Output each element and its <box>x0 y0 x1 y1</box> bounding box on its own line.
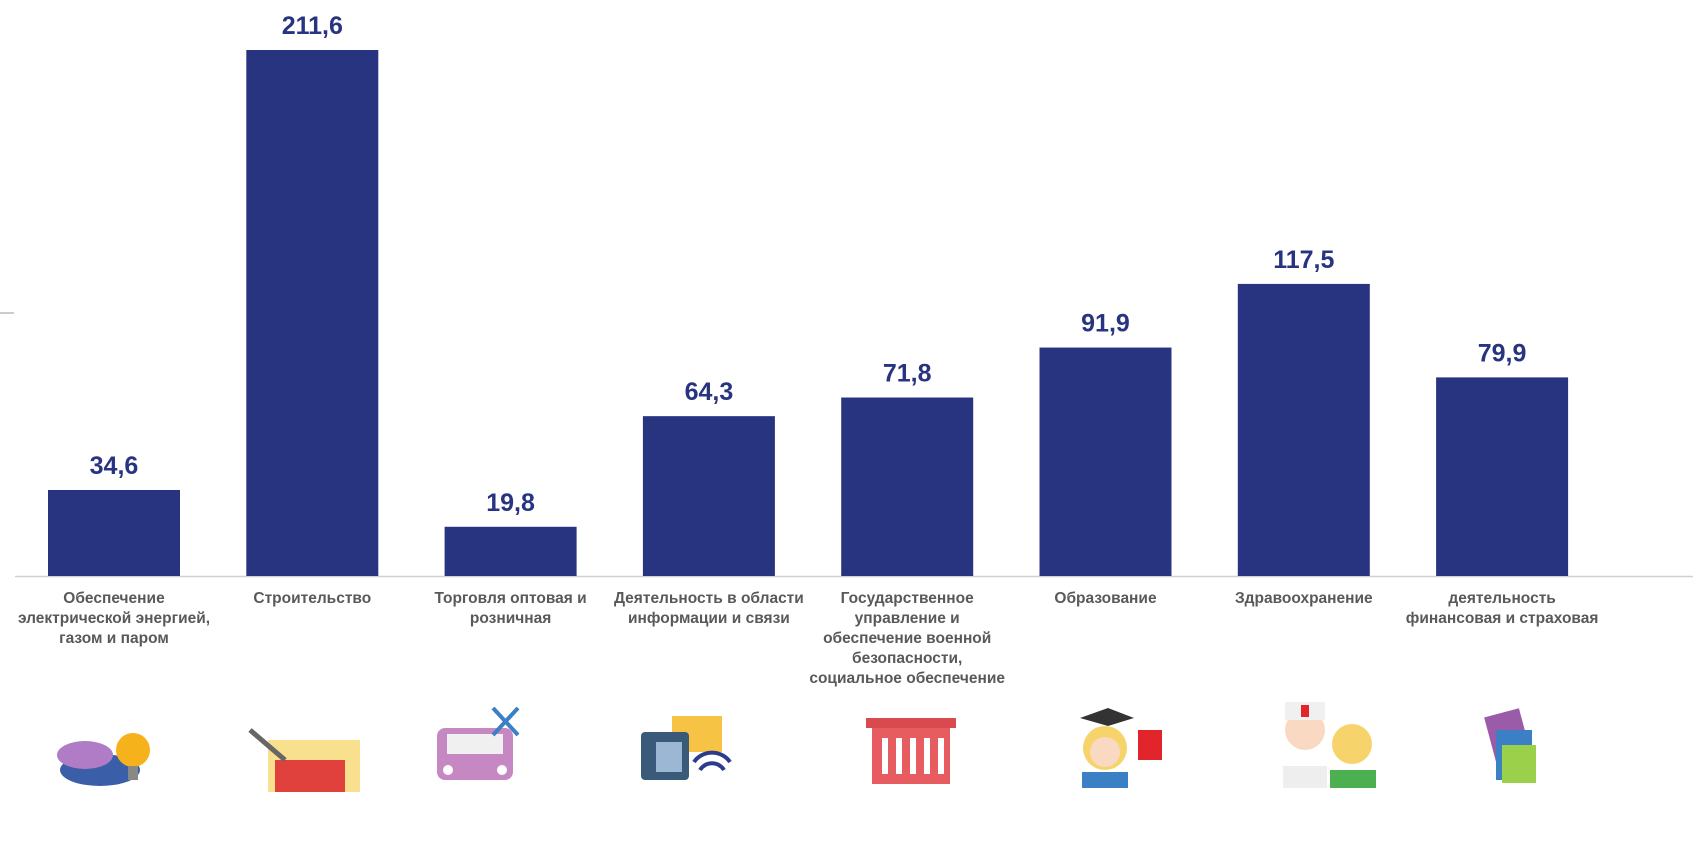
value-label: 64,3 <box>685 378 734 406</box>
chart: 34,6 211,6 19,8 64,3 71,8 91,9 117,5 79,9 Обесп… <box>0 0 1693 858</box>
x-tick-label: Государственное управление и обеспечение… <box>809 589 1005 689</box>
x-tick-label: Деятельность в области информации и связ… <box>611 589 807 629</box>
value-label: 34,6 <box>90 452 139 480</box>
value-label: 79,9 <box>1478 339 1527 367</box>
icon-trade <box>437 708 518 780</box>
x-tick-label: Обеспечение электрической энергией, газо… <box>16 589 212 649</box>
icon-finance <box>1484 708 1536 783</box>
bar <box>1436 377 1568 576</box>
bar <box>841 398 973 576</box>
icon-energy <box>57 733 150 786</box>
icon-education <box>1080 708 1162 788</box>
bar <box>445 527 577 576</box>
value-label: 211,6 <box>282 12 343 40</box>
x-tick-label: Образование <box>1008 589 1204 609</box>
x-tick-label: Торговля оптовая и розничная <box>413 589 609 629</box>
icon-health <box>1283 702 1376 788</box>
bar <box>1238 284 1370 576</box>
chart-canvas: 34,6 211,6 19,8 64,3 71,8 91,9 117,5 79,9 <box>0 0 1693 858</box>
bar <box>1040 348 1172 576</box>
bar <box>643 416 775 576</box>
icons <box>57 702 1536 792</box>
icon-communication <box>641 716 730 780</box>
x-tick-label: Строительство <box>214 589 410 609</box>
value-label: 71,8 <box>883 360 932 388</box>
value-label: 117,5 <box>1273 246 1334 274</box>
bar <box>246 50 378 576</box>
icon-government <box>866 718 956 784</box>
icon-construction <box>250 730 360 792</box>
value-label: 91,9 <box>1081 310 1130 338</box>
x-tick-label: Здравоохранение <box>1206 589 1402 609</box>
value-label: 19,8 <box>486 489 535 517</box>
bar <box>48 490 180 576</box>
x-tick-label: деятельность финансовая и страховая <box>1404 589 1600 629</box>
